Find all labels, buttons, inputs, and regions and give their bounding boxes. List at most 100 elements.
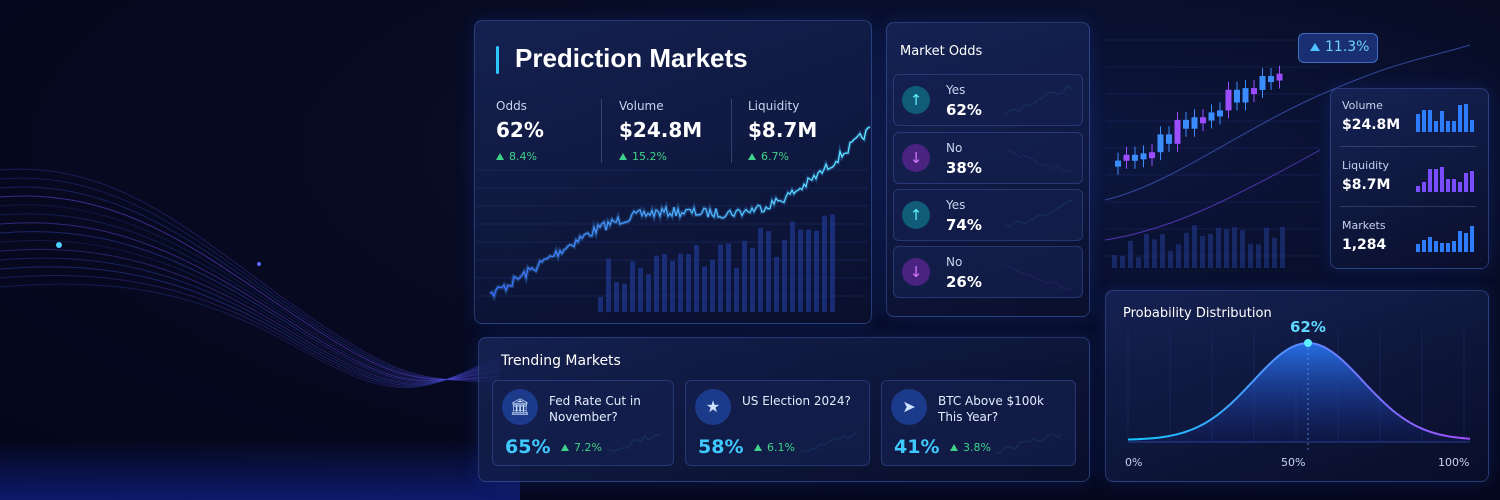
volume-bar [638,267,643,312]
volume-bar [774,256,779,312]
glow-dot [56,242,62,248]
glow-floor [0,440,520,500]
volume-bar [670,260,675,312]
side-stats-panel [1330,88,1489,269]
mini-bar [1428,110,1432,132]
volume-bar [1192,225,1197,268]
bell-curve [1127,341,1471,441]
volume-bar [1136,257,1141,268]
change-value: 8.4% [509,150,537,163]
mini-bar [1434,240,1438,252]
mini-bar [1446,242,1450,252]
mini-bar [1440,166,1444,192]
trend-line [489,126,871,298]
volume-bar [654,255,659,312]
stat-value: 62% [496,118,544,142]
odds-label: Yes [946,198,966,212]
wave-line [0,275,501,387]
volume-bar [1152,239,1157,268]
market-change: 6.1% [754,441,795,454]
volume-bar [1168,250,1173,268]
volume-bar [694,245,699,312]
volume-bar [1264,227,1269,268]
candle-body [1132,154,1138,161]
stat-label: Volume [1342,99,1383,112]
volume-bar [1280,226,1285,268]
mini-bar [1452,241,1456,252]
stat-label: Volume [619,99,664,113]
mini-bar [1416,244,1420,252]
change-value: 3.8% [963,441,991,454]
stat-value: $24.8M [1342,117,1401,133]
wave-line [0,257,501,385]
volume-bar [790,221,795,312]
mini-bar [1464,232,1468,252]
market-name: Fed Rate Cut in November? [549,394,641,424]
market-change: 3.8% [950,441,991,454]
divider [1340,206,1476,207]
candle-body [1242,88,1249,103]
mini-bar [1452,120,1456,132]
odds-label: No [946,141,963,155]
hero-panel: Prediction Markets Odds 62% 8.4% Volume $24.… [474,20,872,324]
volume-bar [598,296,603,312]
volume-bar [1256,244,1261,268]
bell-area [1128,343,1470,442]
volume-bar [702,266,707,312]
wave-line [0,239,501,383]
candle-body [1174,119,1181,144]
wave-line [0,168,501,383]
volume-bar [710,259,715,312]
volume-bar [798,229,803,312]
volume-bar [622,283,627,312]
wave-line [0,177,501,381]
volume-bar [630,261,635,312]
stat-change: 8.4% [496,150,537,163]
divider [1340,146,1476,147]
candle-body [1115,160,1121,167]
volume-bar [1128,240,1133,268]
mini-bar [1446,178,1450,192]
down-icon: ↓ [902,144,930,172]
peak-label: 62% [1290,318,1326,336]
volume-bar [1112,255,1117,268]
wave-line [0,222,501,382]
change-badge: 11.3% [1298,33,1378,63]
candle-body [1166,134,1172,144]
trend-curve [1104,44,1471,201]
mini-bar [1422,181,1426,192]
candle-body [1276,73,1283,81]
wave-line [0,231,501,382]
volume-bar [1272,237,1277,268]
axis-label: 100% [1438,456,1470,469]
up-triangle [748,153,756,160]
market-value: 58% [698,436,744,458]
volume-bar [750,247,755,312]
volume-bar [718,244,723,312]
odds-value: 74% [946,216,982,234]
mini-bar [1464,172,1468,192]
odds-value: 62% [946,101,982,119]
volume-bar [1200,235,1205,268]
change-value: 15.2% [632,150,667,163]
mini-bar [1434,121,1438,132]
volume-bar [830,214,835,312]
change-value: 6.7% [761,150,789,163]
up-triangle [950,444,958,451]
mini-bar [1470,170,1474,192]
candle-body [1191,117,1198,129]
mini-bar [1422,109,1426,132]
up-icon: ↑ [902,201,930,229]
volume-bar [1120,255,1125,268]
market-icon: ★ [695,389,731,425]
mini-bar [1470,226,1474,252]
candle-body [1208,112,1215,121]
up-triangle [1310,43,1320,51]
volume-bar [1248,243,1253,268]
odds-row: ↑ Yes 62% [893,74,1083,126]
wave-line [0,186,501,381]
volume-bar [726,243,731,312]
candle-body [1149,152,1155,159]
